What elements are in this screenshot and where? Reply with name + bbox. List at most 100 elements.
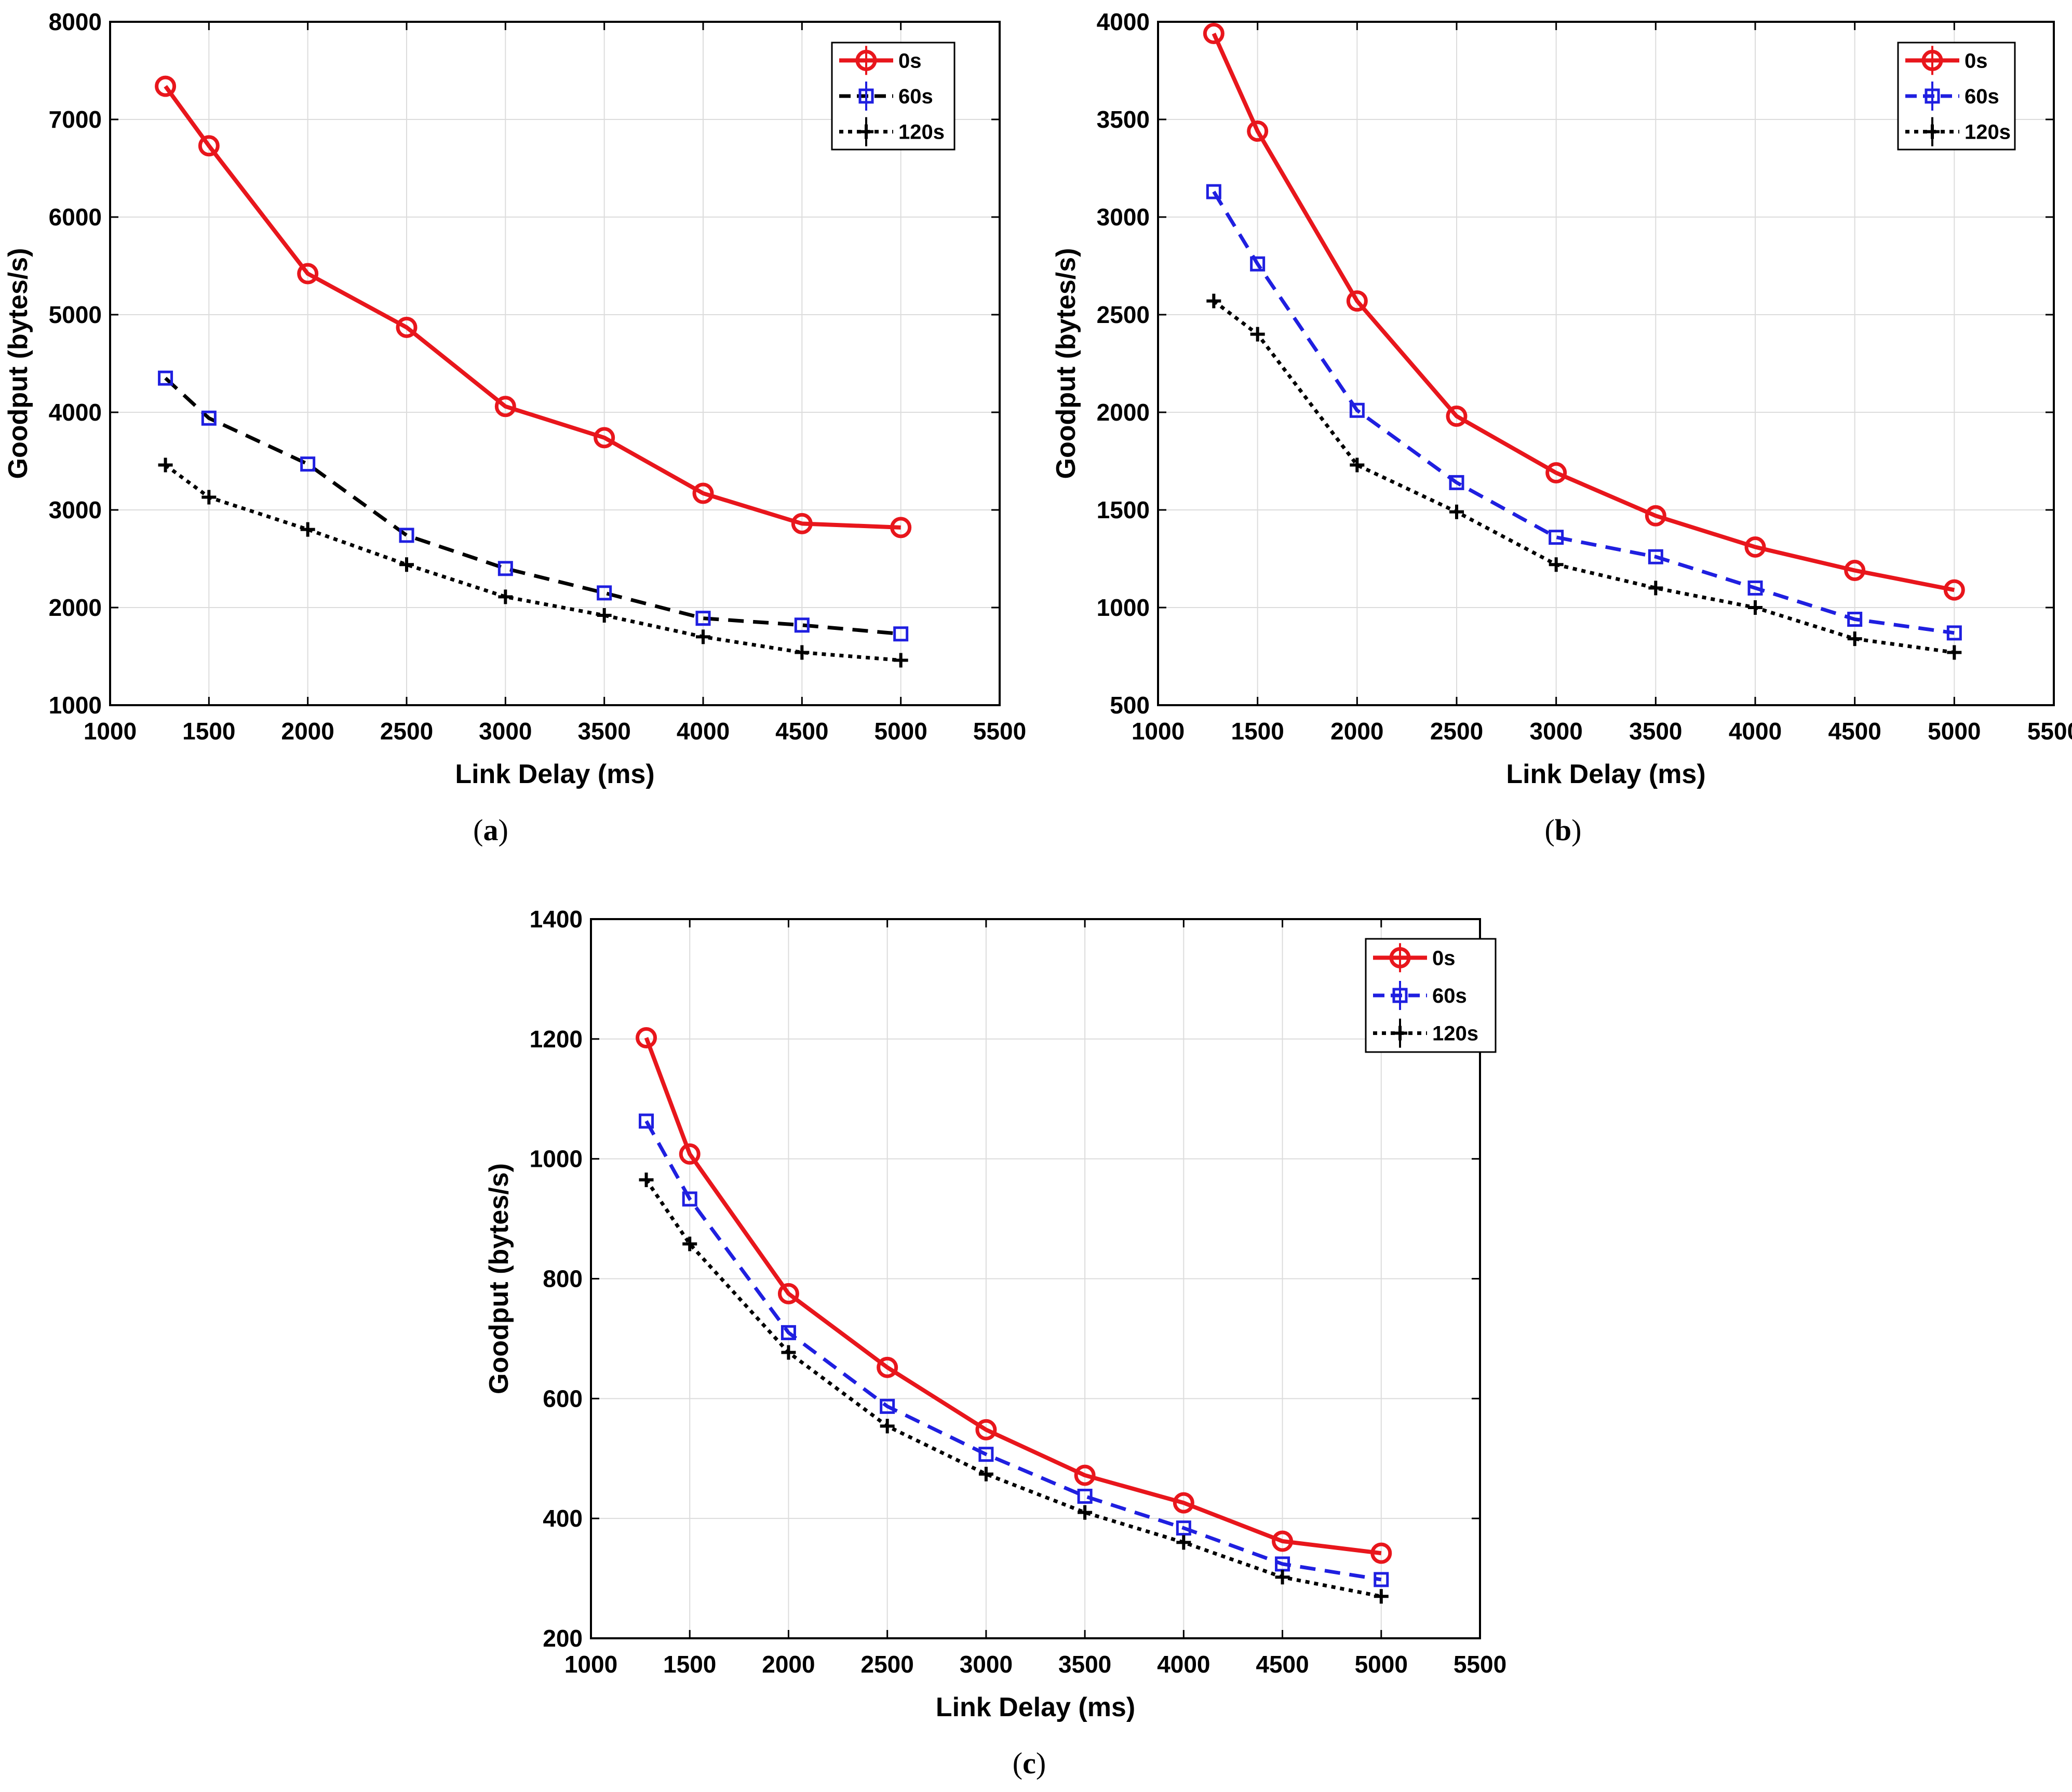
x-tick-label: 3000 bbox=[479, 718, 532, 745]
legend: 0s 60s 120s bbox=[1897, 42, 2016, 151]
data-point-60s bbox=[1747, 580, 1763, 596]
legend-marker-120s bbox=[1925, 124, 1940, 139]
data-point-120s bbox=[158, 457, 173, 473]
data-point-0s bbox=[1272, 1530, 1294, 1552]
x-tick-label: 5000 bbox=[1928, 718, 1981, 745]
x-axis-label: Link Delay (ms) bbox=[1506, 759, 1705, 789]
legend-label-60s: 60s bbox=[1432, 985, 1467, 1007]
data-point-60s bbox=[201, 410, 217, 426]
y-tick-label: 3000 bbox=[1097, 204, 1150, 231]
axes-frame bbox=[590, 918, 1481, 1639]
data-point-120s bbox=[1350, 457, 1365, 473]
legend-marker-0s bbox=[855, 49, 877, 71]
data-point-120s bbox=[498, 589, 513, 604]
legend-marker-60s bbox=[1925, 88, 1940, 104]
x-tick-label: 4000 bbox=[1157, 1651, 1210, 1678]
y-axis-label: Goodput (bytes/s) bbox=[1051, 248, 1081, 479]
y-tick-label: 1000 bbox=[1097, 594, 1150, 621]
data-point-60s bbox=[1549, 530, 1564, 545]
series-0s bbox=[155, 75, 912, 538]
data-point-60s bbox=[1206, 184, 1221, 199]
data-point-60s bbox=[880, 1398, 895, 1414]
data-point-0s bbox=[1346, 290, 1368, 312]
y-tick-label: 3500 bbox=[1097, 106, 1150, 133]
data-point-120s bbox=[1250, 327, 1265, 342]
x-tick-label: 5000 bbox=[874, 718, 927, 745]
legend-marker-0s bbox=[1921, 49, 1943, 71]
data-point-120s bbox=[201, 490, 217, 505]
y-tick-label: 400 bbox=[543, 1505, 583, 1532]
legend-marker-120s bbox=[859, 124, 873, 139]
y-tick-label: 500 bbox=[1110, 692, 1150, 719]
y-tick-label: 1400 bbox=[530, 906, 583, 933]
panel-caption-letter: b bbox=[1555, 813, 1571, 847]
data-point-0s bbox=[1173, 1492, 1194, 1514]
x-tick-label: 3000 bbox=[960, 1651, 1013, 1678]
panel-caption: (c) bbox=[1013, 1746, 1046, 1780]
legend-label-120s: 120s bbox=[898, 121, 945, 144]
data-point-120s bbox=[597, 608, 612, 623]
data-point-60s bbox=[1648, 549, 1663, 564]
data-point-60s bbox=[682, 1191, 697, 1207]
chart-panel-c: 1000 1500 2000 2500 3000 3500 4000 4500 5000 5500… bbox=[484, 906, 1506, 1780]
series-120s bbox=[1206, 293, 1962, 660]
legend: 0s 60s 120s bbox=[831, 42, 956, 151]
data-point-0s bbox=[1247, 120, 1269, 142]
data-point-60s bbox=[597, 585, 612, 601]
legend-label-0s: 0s bbox=[898, 49, 922, 72]
data-point-60s bbox=[1250, 256, 1266, 272]
y-tick-label: 7000 bbox=[49, 106, 102, 133]
x-tick-label: 1500 bbox=[663, 1651, 716, 1678]
series-line-0s bbox=[1212, 32, 1955, 592]
x-tick-label: 4000 bbox=[677, 718, 730, 745]
x-axis-label: Link Delay (ms) bbox=[455, 759, 654, 789]
data-point-120s bbox=[696, 629, 710, 644]
y-tick-label: 1200 bbox=[530, 1026, 583, 1053]
x-tick-label: 4500 bbox=[775, 718, 828, 745]
data-point-0s bbox=[198, 135, 220, 157]
x-tick-label: 4000 bbox=[1729, 718, 1782, 745]
legend-label-0s: 0s bbox=[1432, 947, 1456, 969]
data-point-120s bbox=[1748, 600, 1762, 615]
y-axis-label: Goodput (bytes/s) bbox=[484, 1163, 514, 1394]
x-tick-label: 2000 bbox=[762, 1651, 815, 1678]
series-0s bbox=[1203, 23, 1965, 601]
legend-label-120s: 120s bbox=[1965, 121, 2011, 144]
legend-label-60s: 60s bbox=[898, 85, 933, 108]
legend-marker-0s bbox=[1389, 947, 1411, 968]
data-point-0s bbox=[777, 1283, 799, 1304]
x-tick-label: 1000 bbox=[564, 1651, 617, 1678]
axes-frame bbox=[1157, 21, 2055, 706]
data-point-0s bbox=[877, 1356, 898, 1378]
y-axis-label: Goodput (bytes/s) bbox=[3, 248, 33, 479]
panel-caption-letter: c bbox=[1022, 1746, 1036, 1780]
series-line-60s bbox=[1212, 191, 1955, 635]
data-point-0s bbox=[1545, 462, 1567, 484]
x-tick-label: 1500 bbox=[182, 718, 235, 745]
data-point-120s bbox=[978, 1466, 993, 1481]
data-point-60s bbox=[158, 370, 173, 386]
data-point-0s bbox=[396, 316, 418, 338]
panel-caption: (b) bbox=[1545, 813, 1582, 847]
data-point-60s bbox=[1077, 1488, 1093, 1504]
y-tick-label: 600 bbox=[543, 1385, 583, 1412]
y-tick-label: 1500 bbox=[1097, 496, 1150, 523]
x-tick-label: 1500 bbox=[1231, 718, 1284, 745]
chart-panel-b: 1000 1500 2000 2500 3000 3500 4000 4500 5000 5500… bbox=[1051, 8, 2072, 847]
y-tick-label: 6000 bbox=[49, 204, 102, 231]
chart-panel-a: 1000 1500 2000 2500 3000 3500 4000 4500 5000 5500… bbox=[3, 8, 1026, 847]
legend-marker-60s bbox=[1392, 988, 1408, 1003]
axes-frame bbox=[109, 21, 1001, 706]
y-tick-label: 8000 bbox=[49, 8, 102, 35]
series-120s bbox=[639, 1173, 1389, 1604]
data-point-0s bbox=[1744, 536, 1766, 558]
series-line-60s bbox=[644, 1120, 1382, 1582]
data-point-60s bbox=[300, 456, 316, 472]
data-point-0s bbox=[1645, 505, 1666, 527]
data-point-60s bbox=[781, 1325, 796, 1340]
series-120s bbox=[158, 457, 908, 668]
data-point-0s bbox=[679, 1143, 701, 1165]
data-point-60s bbox=[1449, 475, 1464, 490]
x-tick-label: 2000 bbox=[281, 718, 334, 745]
